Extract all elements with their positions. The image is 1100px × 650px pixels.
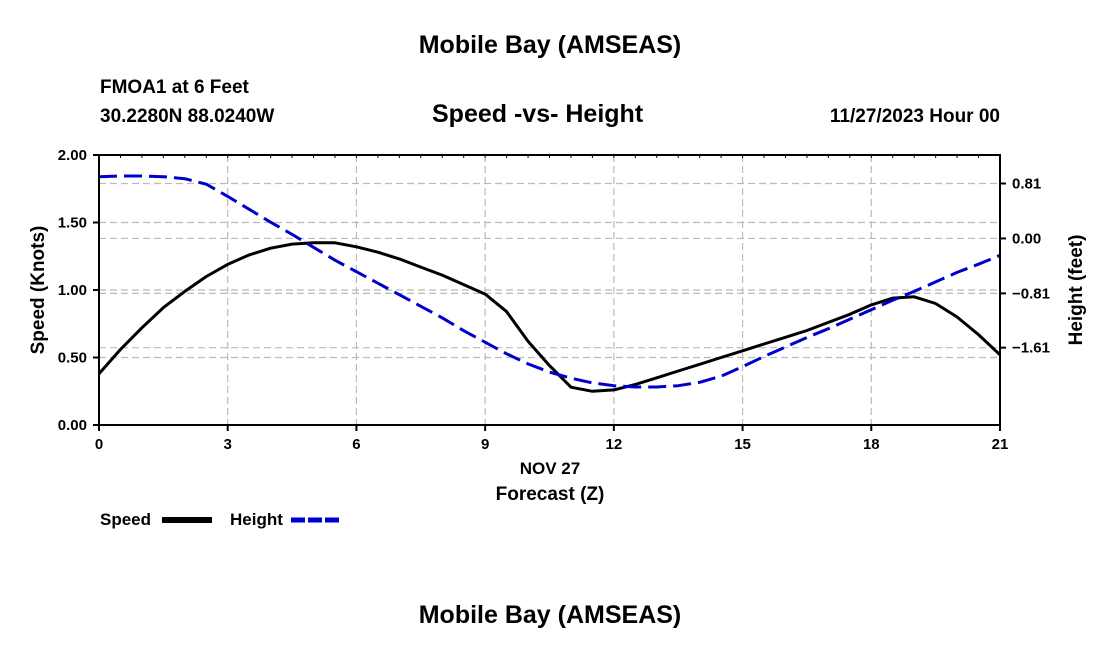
station-coords: 30.2280N 88.0240W xyxy=(100,106,275,127)
x-axis-label: Forecast (Z) xyxy=(496,484,605,505)
series-line-height xyxy=(98,174,1001,389)
page-title-bottom: Mobile Bay (AMSEAS) xyxy=(418,601,682,629)
chart-title: Speed -vs- Height xyxy=(432,100,644,128)
legend-label-height: Height xyxy=(230,510,283,529)
x-tick-label: 9 xyxy=(481,436,489,453)
legend-label-speed: Speed xyxy=(100,510,151,529)
x-tick-label: 12 xyxy=(606,436,623,453)
series-line-speed xyxy=(97,241,1002,393)
x-tick-label: 0 xyxy=(95,436,103,453)
y2-tick-label: −0.81 xyxy=(1012,285,1050,302)
y-tick-label: 1.00 xyxy=(58,282,87,299)
y2-tick-label: 0.00 xyxy=(1012,230,1041,247)
series-layer xyxy=(97,174,1002,393)
x-tick-label: 6 xyxy=(352,436,360,453)
legend: Speed Height xyxy=(100,510,342,529)
x-tick-label: 15 xyxy=(734,436,751,453)
y2-axis-label: Height (feet) xyxy=(1066,235,1087,346)
y-tick-label: 0.00 xyxy=(58,417,87,434)
y-axis-label: Speed (Knots) xyxy=(28,226,49,355)
grid-layer xyxy=(99,155,1000,425)
y2-tick-label: 0.81 xyxy=(1012,175,1041,192)
speed-height-chart: 0.00 0.50 1.00 1.50 2.00 0.81 0.00 −0.81 −1.61 0 3… xyxy=(28,147,1087,529)
station-name: FMOA1 at 6 Feet xyxy=(100,77,249,98)
date-label: NOV 27 xyxy=(520,459,580,478)
y-tick-label: 1.50 xyxy=(58,215,87,232)
x-tick-label: 3 xyxy=(224,436,232,453)
y2-tick-label: −1.61 xyxy=(1012,340,1050,357)
x-tick-label: 18 xyxy=(863,436,880,453)
y-tick-label: 2.00 xyxy=(58,147,87,164)
axis-layer: 0.00 0.50 1.00 1.50 2.00 0.81 0.00 −0.81 −1.61 0 3… xyxy=(58,147,1050,453)
y-tick-label: 0.50 xyxy=(58,350,87,367)
forecast-datetime: 11/27/2023 Hour 00 xyxy=(829,106,1000,127)
page-title: Mobile Bay (AMSEAS) xyxy=(418,31,682,59)
x-tick-label: 21 xyxy=(992,436,1009,453)
